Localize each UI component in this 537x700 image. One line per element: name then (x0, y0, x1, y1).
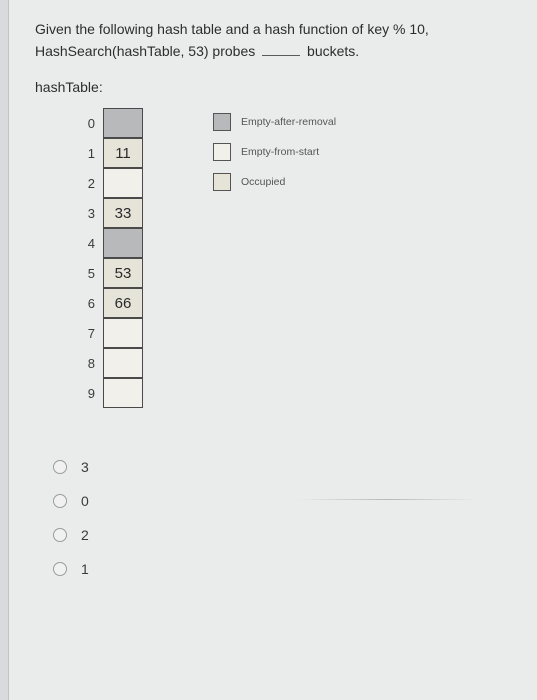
answer-option[interactable]: 1 (53, 561, 517, 577)
row-cell (103, 228, 143, 258)
question-line2b: buckets. (307, 43, 359, 59)
row-cell: 53 (103, 258, 143, 288)
table-row: 2 (75, 169, 143, 199)
answer-label: 2 (81, 527, 89, 543)
hash-table-label: hashTable: (35, 79, 517, 95)
question-line1: Given the following hash table and a has… (35, 21, 429, 37)
table-row: 0 (75, 109, 143, 139)
row-index: 8 (75, 356, 95, 371)
row-cell (103, 378, 143, 408)
answer-option[interactable]: 2 (53, 527, 517, 543)
row-cell (103, 108, 143, 138)
table-row: 8 (75, 349, 143, 379)
hash-table: 0 1 11 2 3 33 4 5 53 (75, 109, 143, 409)
table-row: 3 33 (75, 199, 143, 229)
answer-option[interactable]: 3 (53, 459, 517, 475)
row-cell (103, 348, 143, 378)
legend: Empty-after-removal Empty-from-start Occ… (213, 113, 336, 203)
answer-option[interactable]: 0 (53, 493, 517, 509)
content-row: 0 1 11 2 3 33 4 5 53 (35, 109, 517, 409)
row-index: 5 (75, 266, 95, 281)
row-index: 6 (75, 296, 95, 311)
row-cell: 11 (103, 138, 143, 168)
decorative-line (297, 499, 477, 500)
question-line2a: HashSearch(hashTable, 53) probes (35, 43, 255, 59)
radio-icon (53, 460, 67, 474)
table-row: 5 53 (75, 259, 143, 289)
row-index: 9 (75, 386, 95, 401)
row-index: 7 (75, 326, 95, 341)
row-index: 4 (75, 236, 95, 251)
table-row: 6 66 (75, 289, 143, 319)
legend-item: Occupied (213, 173, 336, 191)
legend-label: Empty-from-start (241, 146, 319, 158)
table-row: 4 (75, 229, 143, 259)
row-cell: 33 (103, 198, 143, 228)
table-row: 9 (75, 379, 143, 409)
table-row: 7 (75, 319, 143, 349)
row-index: 0 (75, 116, 95, 131)
row-index: 1 (75, 146, 95, 161)
question-page: Given the following hash table and a has… (8, 0, 537, 700)
legend-label: Occupied (241, 176, 285, 188)
legend-item: Empty-after-removal (213, 113, 336, 131)
table-row: 1 11 (75, 139, 143, 169)
row-cell: 66 (103, 288, 143, 318)
answer-label: 3 (81, 459, 89, 475)
legend-label: Empty-after-removal (241, 116, 336, 128)
answer-blank (262, 43, 300, 56)
question-text: Given the following hash table and a has… (35, 18, 517, 63)
radio-icon (53, 562, 67, 576)
answer-label: 0 (81, 493, 89, 509)
radio-icon (53, 528, 67, 542)
legend-swatch-empty-start (213, 143, 231, 161)
row-index: 2 (75, 176, 95, 191)
answer-label: 1 (81, 561, 89, 577)
row-cell (103, 318, 143, 348)
legend-swatch-occupied (213, 173, 231, 191)
legend-swatch-empty-after (213, 113, 231, 131)
answer-options: 3 0 2 1 (53, 459, 517, 577)
row-index: 3 (75, 206, 95, 221)
row-cell (103, 168, 143, 198)
radio-icon (53, 494, 67, 508)
legend-item: Empty-from-start (213, 143, 336, 161)
